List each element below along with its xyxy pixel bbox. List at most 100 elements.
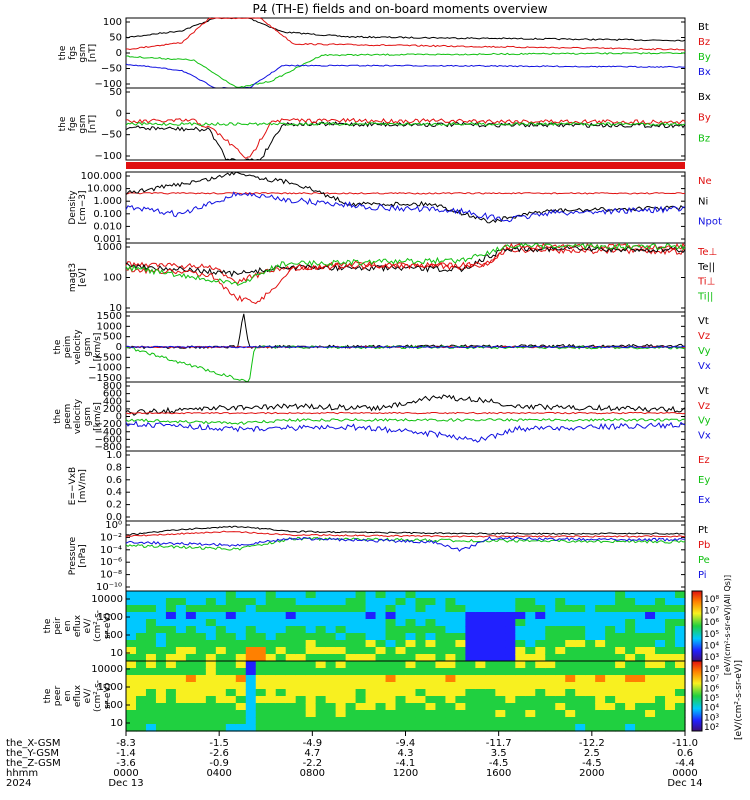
heatmap-cell <box>145 626 157 634</box>
heatmap-cell <box>465 612 476 620</box>
heatmap-cell <box>455 605 466 613</box>
figure-title: P4 (TH-E) fields and on-board moments ov… <box>252 2 547 16</box>
heatmap-cell <box>565 668 576 676</box>
heatmap-cell <box>635 654 646 662</box>
heatmap-cell <box>455 598 466 606</box>
heatmap-cell <box>215 675 227 683</box>
heatmap-cell <box>665 717 676 725</box>
heatmap-cell <box>145 654 157 662</box>
heatmap-cell <box>365 598 377 606</box>
date-start: Dec 13 <box>108 778 143 789</box>
heatmap-cell <box>385 647 397 655</box>
heatmap-cell <box>615 689 626 697</box>
heatmap-cell <box>645 661 656 669</box>
ylabel-peem_velocity: gsm <box>83 407 93 426</box>
heatmap-cell <box>535 654 546 662</box>
heatmap-cell <box>505 710 516 718</box>
heatmap-cell <box>185 598 197 606</box>
heatmap-cell <box>185 696 197 704</box>
heatmap-cell <box>545 633 556 641</box>
heatmap-cell <box>455 717 466 725</box>
heatmap-cell <box>175 654 187 662</box>
heatmap-cell <box>135 626 147 634</box>
heatmap-cell <box>575 654 586 662</box>
colorbar-tick-label: 10⁴ <box>704 641 719 651</box>
heatmap-cell <box>295 640 307 648</box>
ephemeris-value: -9.4 <box>396 738 416 749</box>
series-fgs-1 <box>125 17 686 51</box>
heatmap-cell <box>345 598 357 606</box>
series-fge-0 <box>125 121 686 161</box>
heatmap-cell <box>255 682 267 690</box>
heatmap-cell <box>165 612 177 620</box>
ylabel-peem_velocity: [km/s] <box>93 402 103 431</box>
heatmap-cell <box>525 675 536 683</box>
heatmap-cell <box>195 598 207 606</box>
series-density-0 <box>126 191 686 195</box>
heatmap-cell <box>595 633 606 641</box>
heatmap-cell <box>245 710 257 718</box>
heatmap-cell <box>255 668 267 676</box>
panel-peer_spectrogram: the peer en eflux eV/(cm²-s-sr-eV) 10000 1000 1… <box>43 660 719 733</box>
series-peem_velocity-2 <box>125 417 686 426</box>
heatmap-cell <box>485 647 496 655</box>
heatmap-cell <box>585 696 596 704</box>
heatmap-cell <box>205 591 217 599</box>
heatmap-cell <box>235 626 247 634</box>
legend-efield-2: Ex <box>698 495 710 506</box>
heatmap-cell <box>675 591 686 599</box>
heatmap-cell <box>635 619 646 627</box>
heatmap-cell <box>545 612 556 620</box>
heatmap-cell <box>265 640 277 648</box>
heatmap-cell <box>365 605 377 613</box>
heatmap-cell <box>165 619 177 627</box>
heatmap-cell <box>455 612 466 620</box>
heatmap-cell <box>315 710 327 718</box>
heatmap-cell <box>345 703 357 711</box>
heatmap-cell <box>405 696 417 704</box>
ephemeris-value: 0.6 <box>677 748 693 759</box>
heatmap-cell <box>455 682 466 690</box>
heatmap-cell <box>375 675 387 683</box>
heatmap-cell <box>495 640 506 648</box>
ytick-label: 800 <box>103 381 122 392</box>
legend-peem_velocity-2: Vy <box>698 416 711 427</box>
heatmap-cell <box>525 724 536 732</box>
heatmap-cell <box>285 605 297 613</box>
heatmap-cell <box>285 654 297 662</box>
heatmap-cell <box>365 640 377 648</box>
heatmap-cell <box>505 633 516 641</box>
heatmap-cell <box>525 668 536 676</box>
heatmap-cell <box>485 598 496 606</box>
heatmap-cell <box>185 724 197 732</box>
ytick-label: 200 <box>103 404 122 415</box>
colorbar-tick-label: 10⁵ <box>704 630 719 640</box>
heatmap-cell <box>575 612 586 620</box>
heatmap-cell <box>595 717 606 725</box>
heatmap-cell <box>445 591 457 599</box>
ylabel-temperature: magt3 <box>68 263 78 292</box>
heatmap-cell <box>425 696 437 704</box>
heatmap-cell <box>575 703 586 711</box>
heatmap-cell <box>375 626 387 634</box>
heatmap-cell <box>555 682 566 690</box>
heatmap-cell <box>465 682 476 690</box>
ytick-label: 1000 <box>97 242 122 253</box>
heatmap-cell <box>175 598 187 606</box>
heatmap-cell <box>385 612 397 620</box>
heatmap-cell <box>515 724 526 732</box>
heatmap-cell <box>605 703 616 711</box>
heatmap-cell <box>225 605 237 613</box>
heatmap-cell <box>665 626 676 634</box>
heatmap-cell <box>575 689 586 697</box>
heatmap-cell <box>475 654 486 662</box>
heatmap-cell <box>415 724 427 732</box>
heatmap-cell <box>545 626 556 634</box>
heatmap-cell <box>455 619 466 627</box>
heatmap-cell <box>385 626 397 634</box>
heatmap-cell <box>235 605 247 613</box>
ytick-label: 10⁻⁶ <box>100 557 122 568</box>
heatmap-cell <box>495 703 506 711</box>
heatmap-cell <box>595 675 606 683</box>
heatmap-cell <box>335 668 347 676</box>
